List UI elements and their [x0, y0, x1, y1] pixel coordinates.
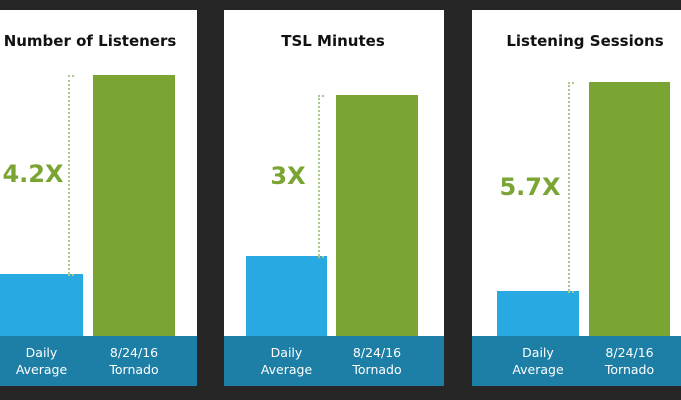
chart-title: Listening Sessions	[506, 32, 664, 50]
bar	[497, 291, 579, 336]
category-label: 8/24/16 Tornado	[604, 345, 655, 377]
bar	[336, 95, 418, 336]
category-label: Daily Average	[15, 345, 68, 377]
multiplier-label: 5.7X	[499, 172, 561, 201]
connector-tick	[568, 291, 574, 294]
multiplier-label: 3X	[270, 161, 306, 190]
category-band: Daily Average 8/24/16 Tornado	[472, 336, 681, 386]
multiplier-label: 4.2X	[2, 160, 64, 189]
category-label: 8/24/16 Tornado	[352, 345, 402, 377]
connector-tick	[568, 81, 574, 84]
bar	[93, 74, 175, 336]
bar	[589, 81, 670, 336]
chart-title: TSL Minutes	[281, 32, 385, 50]
chart-panel: Listening Sessions 5.7X Daily Average 8/24/…	[472, 10, 681, 386]
connector-tick	[318, 255, 324, 258]
connector	[318, 95, 320, 256]
connector-tick	[318, 95, 324, 98]
chart-panel: Number of Listeners 4.2X Daily Average 8/24…	[0, 10, 197, 386]
category-label: Daily Average	[260, 345, 313, 377]
connector	[568, 81, 570, 292]
category-label: Daily Average	[512, 345, 564, 377]
connector-tick	[68, 74, 74, 77]
connector-tick	[68, 273, 74, 276]
chart-title: Number of Listeners	[3, 32, 177, 50]
chart-panel: TSL Minutes 3X Daily Average 8/24/16 Tornad…	[224, 10, 444, 386]
category-band: Daily Average 8/24/16 Tornado	[224, 336, 444, 386]
bar	[0, 273, 83, 336]
category-label: 8/24/16 Tornado	[109, 345, 159, 377]
connector	[68, 74, 70, 274]
category-band: Daily Average 8/24/16 Tornado	[0, 336, 197, 386]
bar	[246, 255, 327, 336]
